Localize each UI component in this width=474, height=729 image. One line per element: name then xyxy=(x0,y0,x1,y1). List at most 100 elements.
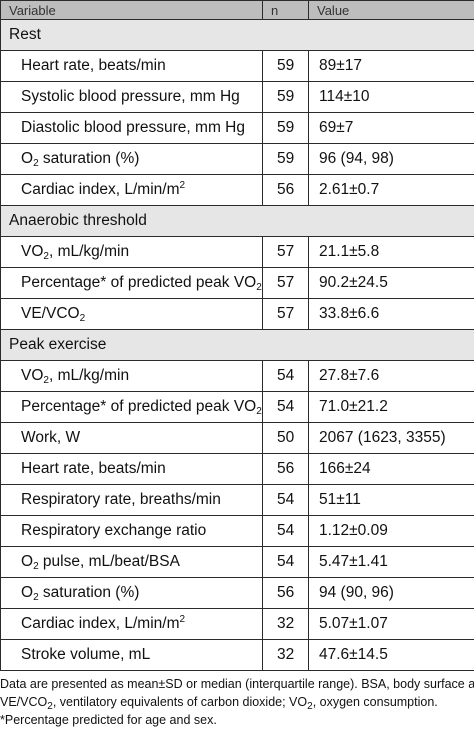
value-cell: 89±17 xyxy=(309,51,474,82)
n-cell: 54 xyxy=(263,516,309,547)
n-cell: 32 xyxy=(263,640,309,671)
section-row: Anaerobic threshold xyxy=(1,206,474,237)
variable-cell: Cardiac index, L/min/m2 xyxy=(1,175,263,206)
value-cell: 27.8±7.6 xyxy=(309,361,474,392)
value-cell: 90.2±24.5 xyxy=(309,268,474,299)
n-cell: 54 xyxy=(263,485,309,516)
value-cell: 5.07±1.07 xyxy=(309,609,474,640)
value-cell: 47.6±14.5 xyxy=(309,640,474,671)
variable-cell: Work, W xyxy=(1,423,263,454)
variable-label: Percentage* of predicted peak VO xyxy=(21,274,256,291)
variable-label: Percentage* of predicted peak VO xyxy=(21,398,256,415)
variable-cell: Stroke volume, mL xyxy=(1,640,263,671)
n-cell: 56 xyxy=(263,578,309,609)
n-cell: 57 xyxy=(263,299,309,330)
variable-cell: Respiratory exchange ratio xyxy=(1,516,263,547)
variable-label: Heart rate, beats/min xyxy=(21,57,166,74)
variable-label-suffix: , mL/kg/min xyxy=(49,243,129,260)
variable-label: Respiratory exchange ratio xyxy=(21,522,206,539)
value-cell: 2067 (1623, 3355) xyxy=(309,423,474,454)
n-cell: 54 xyxy=(263,547,309,578)
variable-cell: VO2, mL/kg/min xyxy=(1,237,263,268)
variable-cell: Systolic blood pressure, mm Hg xyxy=(1,82,263,113)
variable-cell: VO2, mL/kg/min xyxy=(1,361,263,392)
variable-label: Cardiac index, L/min/m xyxy=(21,615,180,632)
variable-cell: O2 pulse, mL/beat/BSA xyxy=(1,547,263,578)
variable-label-suffix: pulse, mL/beat/BSA xyxy=(39,553,180,570)
value-cell: 114±10 xyxy=(309,82,474,113)
variable-cell: O2 saturation (%) xyxy=(1,144,263,175)
value-cell: 71.0±21.2 xyxy=(309,392,474,423)
variable-cell: Respiratory rate, breaths/min xyxy=(1,485,263,516)
variable-label: Stroke volume, mL xyxy=(21,646,150,663)
footnote-abbreviations: Data are presented as mean±SD or median … xyxy=(0,675,474,693)
variable-label: O xyxy=(21,150,33,167)
variable-label: Systolic blood pressure, mm Hg xyxy=(21,88,240,105)
variable-label-suffix: saturation (%) xyxy=(39,584,140,601)
value-cell: 2.61±0.7 xyxy=(309,175,474,206)
variable-subscript: 2 xyxy=(256,406,262,417)
footnote-definitions: VE/VCO2, ventilatory equivalents of carb… xyxy=(0,693,474,711)
section-row: Peak exercise xyxy=(1,330,474,361)
variable-subscript: 2 xyxy=(256,282,262,293)
n-cell: 54 xyxy=(263,361,309,392)
variable-label-suffix: saturation (%) xyxy=(39,150,140,167)
value-cell: 5.47±1.41 xyxy=(309,547,474,578)
variable-label: VO xyxy=(21,243,43,260)
header-value: Value xyxy=(309,1,474,20)
variable-label: Diastolic blood pressure, mm Hg xyxy=(21,119,245,136)
variable-cell: Heart rate, beats/min xyxy=(1,51,263,82)
variable-label: Work, W xyxy=(21,429,80,446)
variable-cell: Heart rate, beats/min xyxy=(1,454,263,485)
variable-label: VO xyxy=(21,367,43,384)
variable-cell: Diastolic blood pressure, mm Hg xyxy=(1,113,263,144)
variable-label: Respiratory rate, breaths/min xyxy=(21,491,221,508)
variable-label: O xyxy=(21,584,33,601)
n-cell: 32 xyxy=(263,609,309,640)
n-cell: 56 xyxy=(263,454,309,485)
variable-label: O xyxy=(21,553,33,570)
section-title: Peak exercise xyxy=(1,330,474,361)
header-variable: Variable xyxy=(1,1,263,20)
n-cell: 59 xyxy=(263,113,309,144)
value-cell: 166±24 xyxy=(309,454,474,485)
table-footnotes: Data are presented as mean±SD or median … xyxy=(0,671,474,729)
value-cell: 51±11 xyxy=(309,485,474,516)
n-cell: 57 xyxy=(263,237,309,268)
variable-cell: Cardiac index, L/min/m2 xyxy=(1,609,263,640)
variable-label: Cardiac index, L/min/m xyxy=(21,181,180,198)
header-n: n xyxy=(263,1,309,20)
variable-cell: Percentage* of predicted peak VO2 xyxy=(1,268,263,299)
variable-label-suffix: , mL/kg/min xyxy=(49,367,129,384)
value-cell: 94 (90, 96) xyxy=(309,578,474,609)
value-cell: 21.1±5.8 xyxy=(309,237,474,268)
n-cell: 59 xyxy=(263,144,309,175)
n-cell: 59 xyxy=(263,51,309,82)
n-cell: 57 xyxy=(263,268,309,299)
section-row: Rest xyxy=(1,20,474,51)
variable-label: VE/VCO xyxy=(21,305,80,322)
variable-cell: O2 saturation (%) xyxy=(1,578,263,609)
n-cell: 54 xyxy=(263,392,309,423)
value-cell: 96 (94, 98) xyxy=(309,144,474,175)
n-cell: 56 xyxy=(263,175,309,206)
variable-superscript: 2 xyxy=(180,180,186,191)
